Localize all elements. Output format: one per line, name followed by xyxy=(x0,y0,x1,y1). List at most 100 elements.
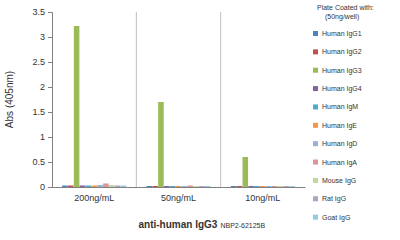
bar xyxy=(80,186,86,188)
y-tick-label: 0.5 xyxy=(32,157,45,167)
legend-swatch xyxy=(313,123,318,128)
legend-label: Rat IgG xyxy=(322,195,346,203)
legend-swatch xyxy=(313,104,318,109)
legend-subtitle: (50ng/well) xyxy=(325,13,359,21)
bar xyxy=(86,186,92,188)
x-tick: 50ng/mL xyxy=(161,187,196,203)
x-axis-line xyxy=(53,187,306,188)
y-tick: 1 xyxy=(40,132,52,142)
bar xyxy=(146,186,152,187)
bar xyxy=(278,186,284,187)
bar xyxy=(115,186,121,188)
x-tick-label: 50ng/mL xyxy=(161,193,196,203)
chart: 0 0.5 1 1.5 2 2.5 3 3.5 200ng/mL 50ng/mL 10ng/mL Ab… xyxy=(0,0,400,240)
y-tick: 2 xyxy=(40,82,52,92)
legend-title: Plate Coated with: xyxy=(317,4,374,11)
legend-label: Human IgE xyxy=(322,122,357,130)
legend-label: Human IgG3 xyxy=(322,67,362,75)
x-axis: 200ng/mL 50ng/mL 10ng/mL xyxy=(53,187,306,203)
plot-area: 0 0.5 1 1.5 2 2.5 3 3.5 200ng/mL 50ng/mL 10ng/mL xyxy=(32,7,305,202)
bar xyxy=(289,186,295,187)
x-tick-label: 200ng/mL xyxy=(74,193,114,203)
legend-swatch xyxy=(313,31,318,36)
y-tick-mark xyxy=(48,37,52,38)
bar xyxy=(176,186,182,187)
y-tick-mark xyxy=(48,12,52,13)
bar xyxy=(237,186,243,187)
annotation: NBP2-62125B xyxy=(220,222,265,229)
legend-label: Mouse IgG xyxy=(322,177,356,185)
y-tick: 3.5 xyxy=(32,7,52,17)
y-tick: 3 xyxy=(40,32,52,42)
y-axis: 0 0.5 1 1.5 2 2.5 3 3.5 xyxy=(32,7,52,192)
legend-swatch xyxy=(313,49,318,54)
x-tick: 10ng/mL xyxy=(245,187,280,203)
legend-swatch xyxy=(313,141,318,146)
y-tick-label: 1.5 xyxy=(32,107,45,117)
bar xyxy=(248,186,254,187)
bar xyxy=(205,186,211,187)
bar xyxy=(283,186,289,187)
y-tick-mark xyxy=(48,62,52,63)
bar xyxy=(242,157,248,187)
bar xyxy=(68,186,74,188)
y-tick: 2.5 xyxy=(32,57,52,67)
y-tick-label: 0 xyxy=(40,182,45,192)
bar xyxy=(158,102,164,187)
bar xyxy=(62,186,68,188)
y-tick-mark xyxy=(48,137,52,138)
legend-label: Human IgG4 xyxy=(322,85,362,93)
bar xyxy=(254,186,260,187)
x-axis-title: anti-human IgG3 xyxy=(139,219,218,230)
y-tick-label: 3 xyxy=(40,32,45,42)
bar xyxy=(103,184,109,188)
legend: Plate Coated with: (50ng/well) Human IgG1 H… xyxy=(313,4,374,222)
legend-swatch xyxy=(313,86,318,91)
bar xyxy=(231,186,237,187)
y-tick-label: 2.5 xyxy=(32,57,45,67)
category-divider xyxy=(136,12,137,187)
x-tick-label: 10ng/mL xyxy=(245,193,280,203)
y-tick: 1.5 xyxy=(32,107,52,117)
legend-label: Goat IgG xyxy=(322,214,350,222)
y-axis-line xyxy=(48,13,53,188)
legend-swatch xyxy=(313,178,318,183)
legend-label: Human IgA xyxy=(322,159,357,167)
bar xyxy=(121,186,127,188)
bar xyxy=(266,186,272,187)
x-tick: 200ng/mL xyxy=(74,187,114,203)
legend-swatch xyxy=(313,196,318,201)
legend-swatch xyxy=(313,68,318,73)
y-tick-mark xyxy=(48,187,52,188)
category-divider xyxy=(220,12,221,187)
bar xyxy=(91,186,97,188)
bar xyxy=(182,186,188,187)
bar xyxy=(193,186,199,187)
bar xyxy=(272,186,278,187)
y-tick-label: 2 xyxy=(40,82,45,92)
y-tick-mark xyxy=(48,162,52,163)
bars xyxy=(62,26,295,187)
y-tick-label: 1 xyxy=(40,132,45,142)
bar xyxy=(170,186,176,187)
bar xyxy=(260,186,266,187)
bar xyxy=(109,185,115,187)
bar xyxy=(97,185,103,187)
legend-swatch xyxy=(313,215,318,220)
bar xyxy=(74,26,80,187)
bar xyxy=(199,186,205,187)
y-tick-label: 3.5 xyxy=(32,7,45,17)
bar xyxy=(187,186,193,188)
legend-label: Human IgD xyxy=(322,140,357,148)
legend-label: Human IgM xyxy=(322,103,358,111)
y-tick-mark xyxy=(48,87,52,88)
y-tick-mark xyxy=(48,112,52,113)
legend-label: Human IgG2 xyxy=(322,48,362,56)
y-tick: 0.5 xyxy=(32,157,52,167)
bar xyxy=(152,186,158,187)
legend-label: Human IgG1 xyxy=(322,30,362,38)
y-axis-title: Abs (405nm) xyxy=(4,71,15,128)
y-tick: 0 xyxy=(40,182,52,192)
bar xyxy=(164,186,170,187)
legend-swatch xyxy=(313,160,318,165)
